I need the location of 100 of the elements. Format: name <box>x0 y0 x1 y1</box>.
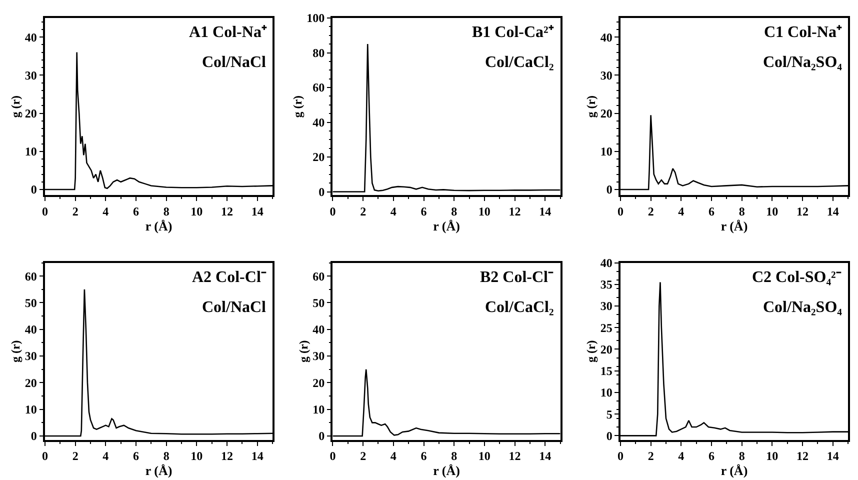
x-tick-label: 0 <box>330 449 336 464</box>
x-tick-label: 6 <box>133 204 140 218</box>
x-tick-label: 4 <box>678 449 684 464</box>
annotation: B1 Col-Ca²⁺ <box>472 24 554 41</box>
y-tick-label: 30 <box>312 349 325 364</box>
y-tick-label: 40 <box>24 30 37 44</box>
y-tick-label: 10 <box>24 402 37 417</box>
annotation: A2 Col-Cl⁻ <box>192 269 267 286</box>
y-tick-label: 10 <box>600 144 612 159</box>
x-tick-label: 12 <box>796 204 808 218</box>
y-tick-label: 20 <box>24 376 37 390</box>
x-axis-title: r (Å) <box>145 218 172 234</box>
y-tick-label: 10 <box>24 144 37 159</box>
y-tick-label: 30 <box>24 68 37 82</box>
x-tick-label: 2 <box>648 204 654 218</box>
x-axis-title: r (Å) <box>145 463 172 478</box>
y-tick-label: 0 <box>30 429 37 444</box>
x-tick-label: 2 <box>72 449 78 464</box>
x-tick-label: 10 <box>190 449 203 464</box>
x-tick-label: 14 <box>539 449 552 464</box>
x-tick-label: 0 <box>617 204 624 218</box>
y-tick-label: 30 <box>600 68 612 82</box>
x-tick-label: 8 <box>738 449 745 464</box>
y-tick-label: 50 <box>312 296 325 310</box>
x-tick-label: 12 <box>796 449 808 464</box>
x-tick-label: 4 <box>102 449 109 464</box>
x-tick-label: 6 <box>420 449 427 464</box>
x-tick-label: 10 <box>478 204 490 218</box>
x-tick-label: 14 <box>826 449 839 464</box>
x-tick-label: 4 <box>390 204 396 218</box>
x-tick-label: 0 <box>42 204 48 218</box>
annotation: C1 Col-Na⁺ <box>764 24 842 41</box>
x-tick-label: 8 <box>163 449 170 464</box>
y-tick-label: 40 <box>312 322 325 337</box>
y-tick-label: 50 <box>24 296 37 310</box>
x-axis-title: r (Å) <box>433 463 460 478</box>
x-tick-label: 2 <box>72 204 78 218</box>
y-axis-title: g (r) <box>584 340 598 363</box>
x-tick-label: 10 <box>478 449 490 464</box>
annotation: Col/NaCl <box>202 299 267 316</box>
x-tick-label: 8 <box>451 204 458 218</box>
y-axis-title: g (r) <box>296 340 310 363</box>
x-tick-label: 12 <box>221 449 234 464</box>
y-tick-label: 20 <box>600 342 612 356</box>
annotation: Col/CaCl₂ <box>485 54 554 71</box>
x-tick-label: 12 <box>508 204 521 218</box>
y-tick-label: 60 <box>312 80 325 95</box>
x-tick-label: 14 <box>251 204 264 218</box>
y-tick-label: 20 <box>312 376 325 390</box>
x-tick-label: 10 <box>190 204 203 218</box>
x-tick-label: 6 <box>420 204 427 218</box>
x-tick-label: 6 <box>708 204 714 218</box>
y-tick-label: 25 <box>600 320 612 335</box>
x-tick-label: 14 <box>539 204 552 218</box>
y-tick-label: 40 <box>600 30 612 44</box>
x-tick-label: 8 <box>451 449 458 464</box>
x-axis-title: r (Å) <box>433 218 460 234</box>
x-axis-title: r (Å) <box>720 218 748 234</box>
y-tick-label: 60 <box>312 269 325 284</box>
x-tick-label: 12 <box>221 204 234 218</box>
y-axis-title: g (r) <box>290 95 304 118</box>
x-tick-label: 4 <box>678 204 684 218</box>
annotation: Col/CaCl₂ <box>485 299 554 316</box>
annotation: Col/Na₂SO₄ <box>763 299 842 316</box>
x-tick-label: 14 <box>826 204 839 218</box>
y-tick-label: 0 <box>318 429 325 444</box>
x-tick-label: 8 <box>738 204 745 218</box>
y-axis-title: g (r) <box>8 340 23 363</box>
y-tick-label: 20 <box>600 106 612 120</box>
y-tick-label: 0 <box>606 182 612 197</box>
x-tick-label: 10 <box>766 204 778 218</box>
y-tick-label: 40 <box>312 115 325 130</box>
y-tick-label: 20 <box>24 106 37 120</box>
x-tick-label: 4 <box>390 449 396 464</box>
y-tick-label: 40 <box>24 322 37 337</box>
x-tick-label: 0 <box>617 449 624 464</box>
y-tick-label: 15 <box>600 364 612 378</box>
y-tick-label: 5 <box>606 407 612 422</box>
x-tick-label: 4 <box>102 204 109 218</box>
x-tick-label: 8 <box>163 204 170 218</box>
y-tick-label: 30 <box>24 349 37 364</box>
y-tick-label: 0 <box>606 428 612 443</box>
y-axis-title: g (r) <box>584 95 598 118</box>
y-tick-label: 0 <box>30 182 37 197</box>
y-tick-label: 30 <box>600 299 612 314</box>
y-tick-label: 20 <box>312 150 325 164</box>
annotation: B2 Col-Cl⁻ <box>480 269 554 286</box>
y-tick-label: 0 <box>318 184 325 199</box>
x-tick-label: 6 <box>133 449 140 464</box>
x-tick-label: 0 <box>42 449 48 464</box>
annotation: Col/Na₂SO₄ <box>763 54 842 71</box>
y-axis-title: g (r) <box>8 95 23 118</box>
y-tick-label: 40 <box>600 256 612 270</box>
annotation: C2 Col-SO₄²⁻ <box>752 269 842 286</box>
y-tick-label: 35 <box>600 278 612 292</box>
annotation: A1 Col-Na⁺ <box>189 24 268 41</box>
x-tick-label: 2 <box>360 204 366 218</box>
x-tick-label: 0 <box>330 204 336 218</box>
y-tick-label: 100 <box>306 11 325 26</box>
y-tick-label: 60 <box>24 269 37 284</box>
